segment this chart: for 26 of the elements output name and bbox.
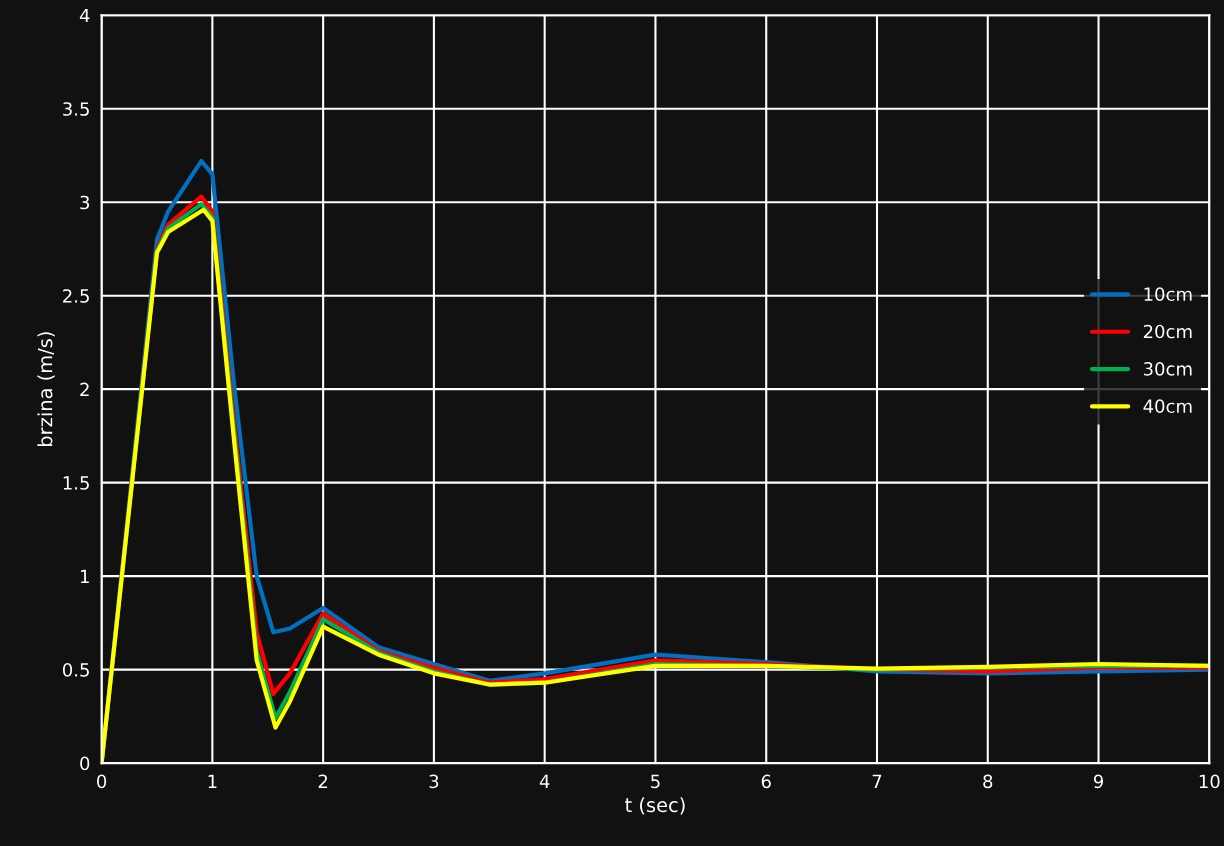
- y-tick-label: 0: [80, 756, 90, 771]
- x-tick-label: 9: [1093, 774, 1104, 789]
- y-tick-label: 3.5: [63, 102, 89, 116]
- legend-label: 20cm: [1143, 324, 1192, 339]
- x-tick-label: 0: [97, 774, 107, 789]
- y-tick-label: 1: [80, 569, 89, 583]
- y-axis-title: brzina (m/s): [37, 332, 55, 446]
- x-tick-label: 3: [429, 774, 439, 789]
- x-tick-label: 2: [318, 774, 328, 788]
- y-tick-label: 4: [79, 8, 90, 23]
- x-tick-label: 6: [761, 774, 771, 789]
- x-tick-label: 1: [208, 774, 217, 788]
- y-tick-label: 0.5: [62, 663, 89, 677]
- x-tick-label: 8: [983, 774, 993, 789]
- x-tick-label: 5: [651, 774, 660, 789]
- y-tick-label: 3: [80, 195, 90, 210]
- y-tick-label: 2: [80, 382, 89, 397]
- x-tick-label: 7: [872, 774, 882, 788]
- legend-label: 10cm: [1144, 287, 1192, 301]
- legend-label: 40cm: [1143, 399, 1192, 414]
- x-tick-label: 10: [1199, 774, 1220, 789]
- x-axis-title: t (sec): [625, 797, 685, 815]
- legend-label: 30cm: [1143, 362, 1192, 376]
- y-tick-label: 2.5: [63, 289, 89, 303]
- x-tick-label: 4: [539, 774, 550, 788]
- y-tick-label: 1.5: [63, 476, 89, 490]
